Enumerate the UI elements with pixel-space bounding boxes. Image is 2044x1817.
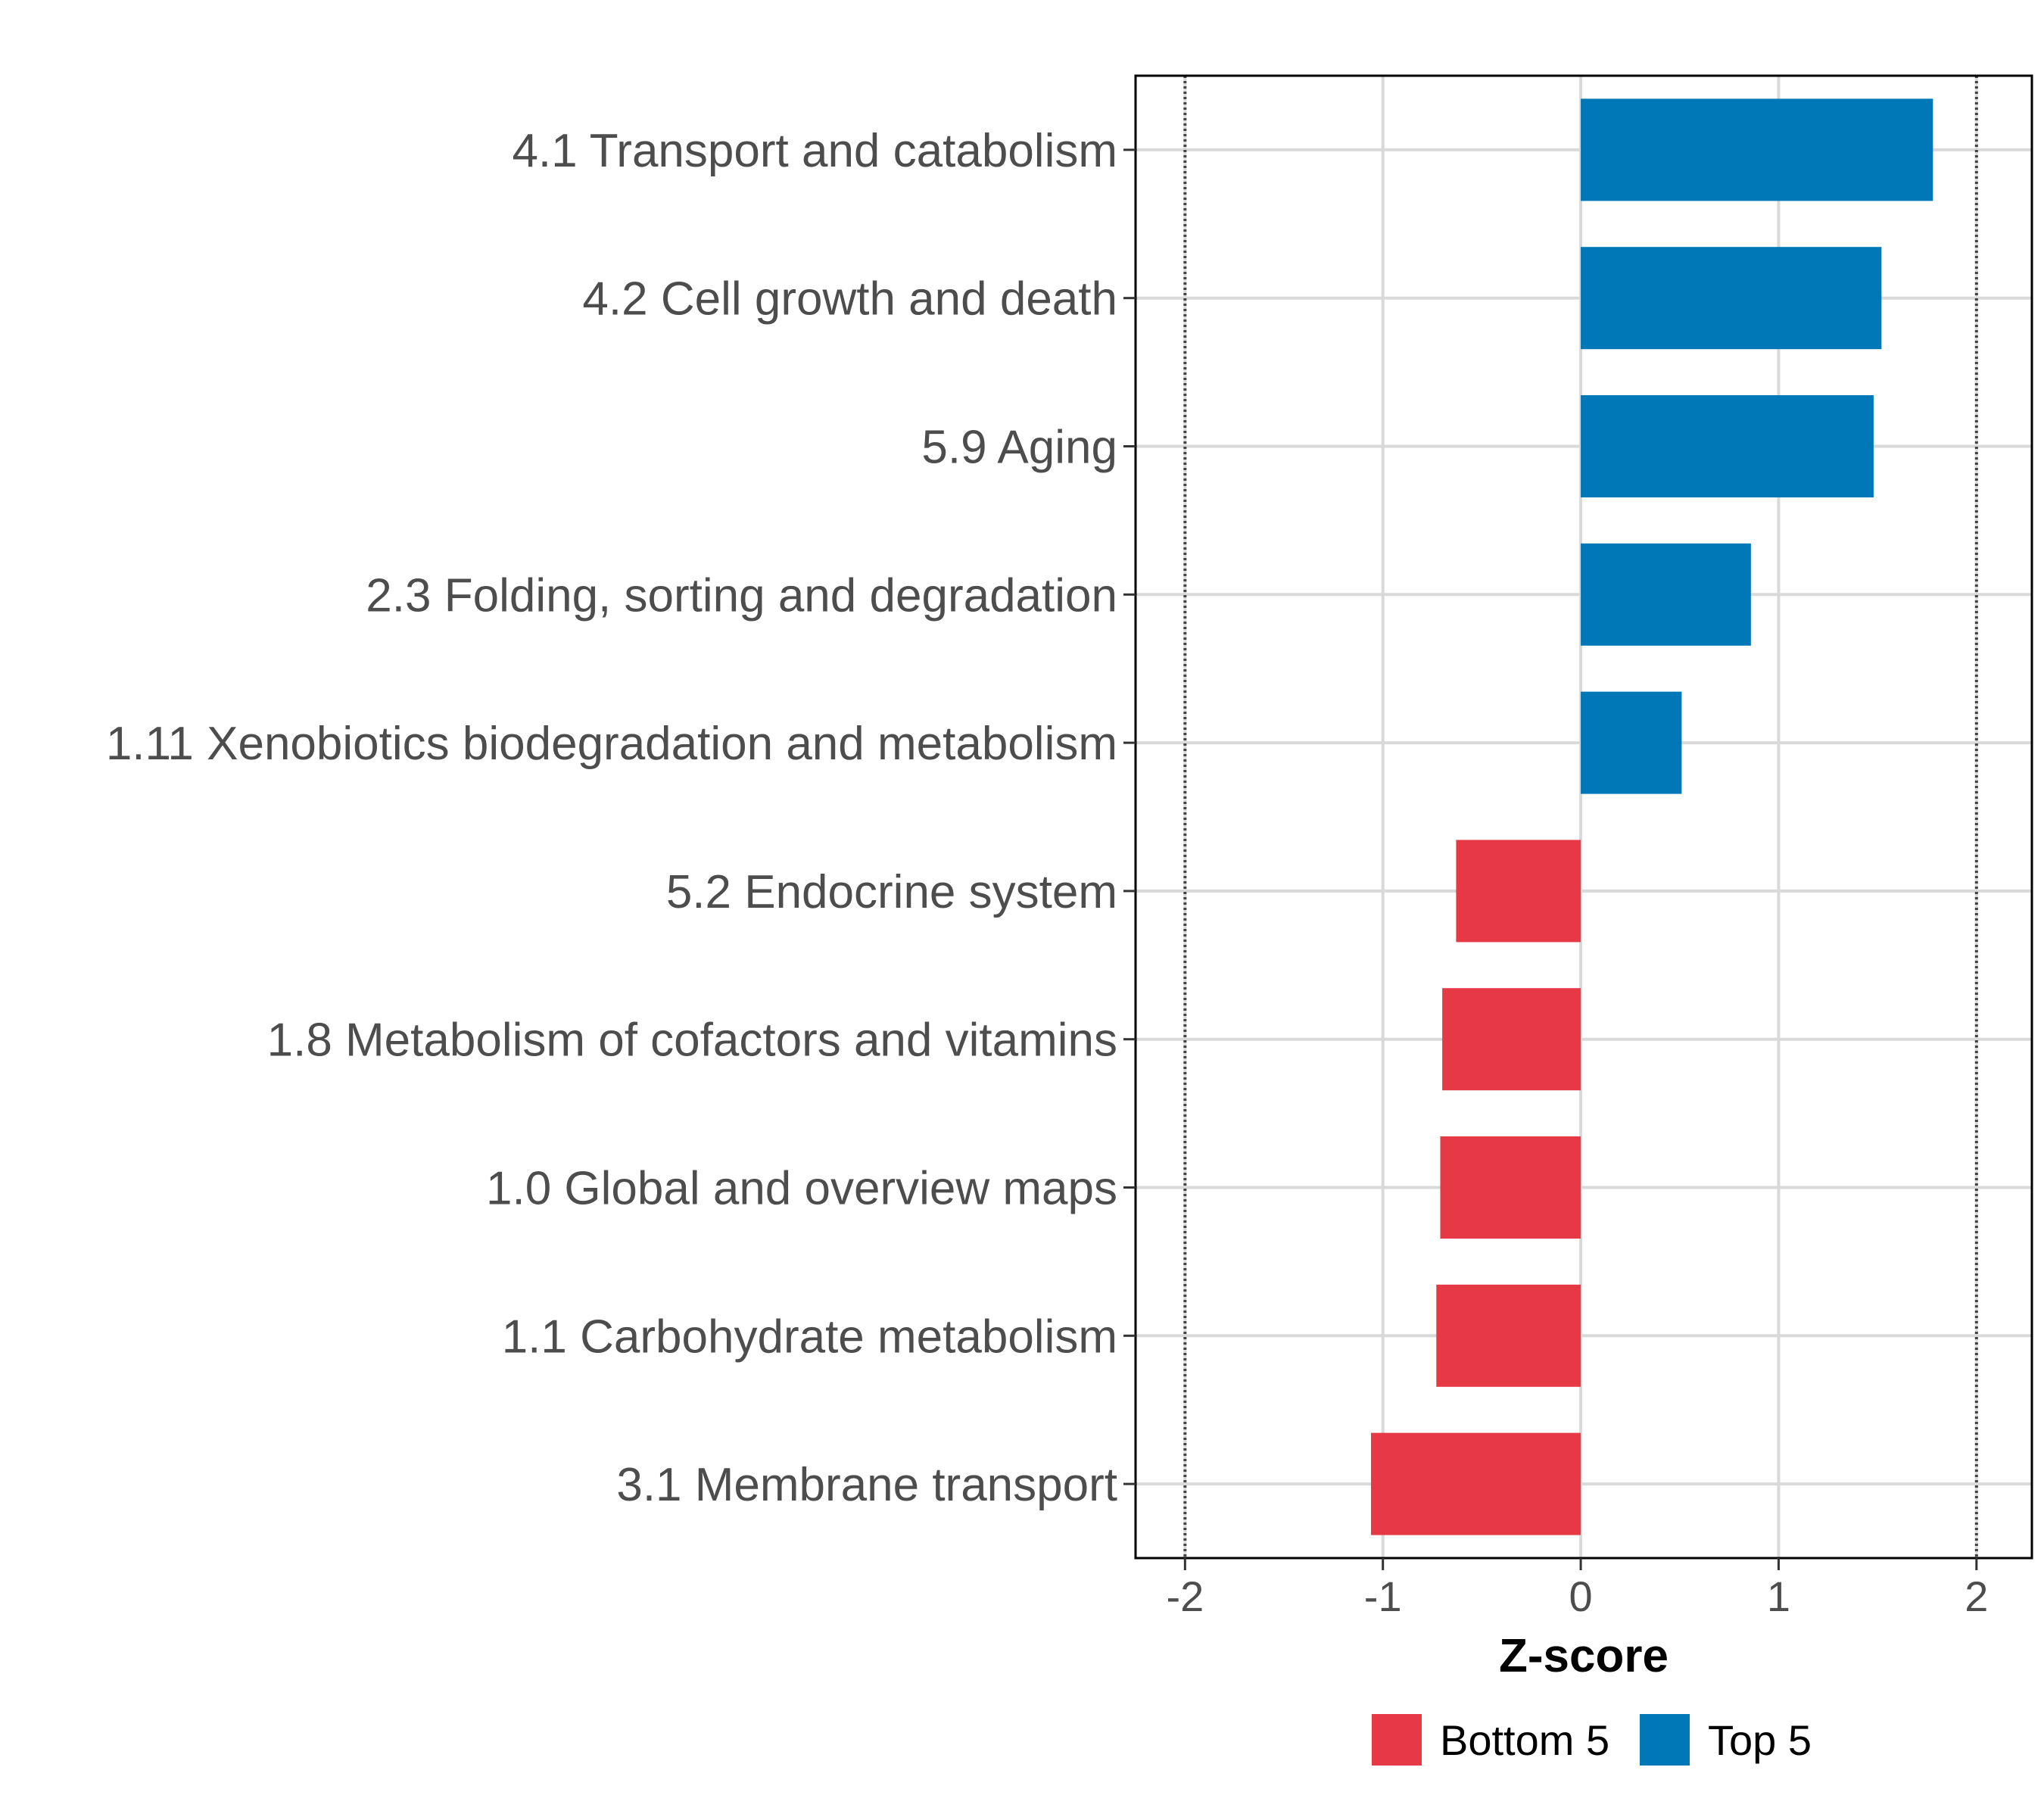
legend-label: Top 5 xyxy=(1708,1716,1812,1764)
bar xyxy=(1440,1136,1581,1239)
y-tick-label: 1.0 Global and overview maps xyxy=(486,1163,1117,1215)
y-tick-label: 1.1 Carbohydrate metabolism xyxy=(502,1311,1117,1363)
y-tick-label: 2.3 Folding, sorting and degradation xyxy=(366,569,1117,622)
bar xyxy=(1442,988,1581,1091)
bar xyxy=(1581,247,1882,350)
legend-swatch xyxy=(1640,1714,1690,1766)
reference-lines xyxy=(1183,76,1978,1558)
bar xyxy=(1581,543,1751,646)
x-tick-label: 0 xyxy=(1569,1572,1593,1620)
legend-swatch xyxy=(1372,1714,1422,1766)
bar xyxy=(1581,98,1933,201)
y-tick-label: 4.1 Transport and catabolism xyxy=(512,125,1117,177)
bar xyxy=(1436,1284,1581,1387)
y-tick-label: 4.2 Cell growth and death xyxy=(582,273,1117,326)
y-axis: 4.1 Transport and catabolism 4.2 Cell gro… xyxy=(106,125,1136,1511)
legend: Bottom 5 Top 5 xyxy=(1372,1714,1812,1766)
y-tick-label: 5.2 Endocrine system xyxy=(666,866,1117,918)
bar xyxy=(1371,1432,1581,1535)
plot-border xyxy=(1134,74,2033,1560)
x-tick-label: 1 xyxy=(1767,1572,1790,1620)
legend-label: Bottom 5 xyxy=(1440,1716,1609,1764)
bars xyxy=(1371,98,1933,1535)
x-tick-label: -1 xyxy=(1364,1572,1402,1620)
y-tick-label: 3.1 Membrane transport xyxy=(616,1459,1117,1511)
x-axis-title: Z-score xyxy=(1499,1630,1669,1682)
x-axis: -2 -1 0 1 2 xyxy=(1166,1558,1988,1620)
y-tick-label: 1.8 Metabolism of cofactors and vitamins xyxy=(267,1014,1117,1067)
bar xyxy=(1581,395,1874,497)
x-tick-label: 2 xyxy=(1965,1572,1988,1620)
bar xyxy=(1581,691,1682,794)
y-tick-label: 5.9 Aging xyxy=(921,422,1117,474)
bar xyxy=(1456,840,1581,943)
x-tick-label: -2 xyxy=(1166,1572,1204,1620)
y-tick-label: 1.11 Xenobiotics biodegradation and meta… xyxy=(106,718,1117,770)
